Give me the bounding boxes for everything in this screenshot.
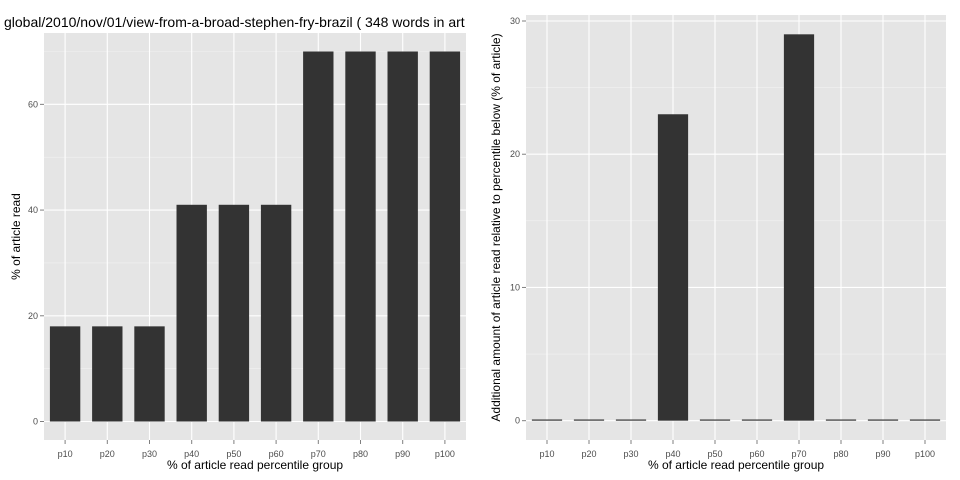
left-x-tick-label: p50 <box>226 449 241 459</box>
left-x-axis-title: % of article read percentile group <box>167 458 343 472</box>
left-x-tick-label: p100 <box>435 449 455 459</box>
right-x-tick-label: p60 <box>749 449 764 459</box>
left-x-tick-label: p40 <box>184 449 199 459</box>
left-bar-p20 <box>92 326 123 422</box>
left-y-tick-label: 40 <box>28 205 38 215</box>
right-chart: 0 10 20 30 p10 p20 p30 p40 p50 p60 p70 p80 p90 p100 % … <box>489 15 946 472</box>
left-chart: global/2010/nov/01/view-from-a-broad-ste… <box>4 14 466 472</box>
left-bar-p10 <box>49 326 81 422</box>
right-bar-p70 <box>783 34 815 421</box>
left-x-tick-label: p80 <box>353 449 368 459</box>
right-x-axis-title: % of article read percentile group <box>648 458 824 472</box>
right-y-tick-label: 30 <box>510 16 520 26</box>
right-x-tick-label: p70 <box>791 449 806 459</box>
right-bar-p100 <box>909 419 941 421</box>
right-bar-p90 <box>867 419 899 421</box>
left-bar-p50 <box>218 204 250 422</box>
right-y-tick-label: 10 <box>510 282 520 292</box>
right-x-tick-label: p50 <box>707 449 722 459</box>
left-y-tick-label: 20 <box>28 311 38 321</box>
left-x-tick-label: p60 <box>269 449 284 459</box>
left-x-tick-label: p30 <box>142 449 157 459</box>
left-x-tick-label: p20 <box>100 449 115 459</box>
left-x-tick-label: p70 <box>311 449 326 459</box>
right-bar-p20 <box>573 419 605 421</box>
left-y-tick-label: 60 <box>28 99 38 109</box>
left-y-tick-label: 0 <box>33 417 38 427</box>
left-bar-p30 <box>134 326 165 422</box>
right-plot-panel <box>526 15 946 440</box>
left-x-tick-label: p90 <box>395 449 410 459</box>
right-x-tick-label: p40 <box>665 449 680 459</box>
left-bar-p80 <box>345 51 376 422</box>
right-x-tick-label: p80 <box>833 449 848 459</box>
left-bar-p60 <box>260 204 292 422</box>
right-y-tick-label: 20 <box>510 149 520 159</box>
right-bar-p10 <box>531 419 563 421</box>
left-bar-p100 <box>429 51 461 422</box>
right-y-tick-label: 0 <box>515 416 520 426</box>
left-chart-title: global/2010/nov/01/view-from-a-broad-ste… <box>4 14 465 30</box>
right-x-tick-label: p30 <box>623 449 638 459</box>
right-bar-p40 <box>657 114 689 421</box>
right-x-tick-label: p90 <box>875 449 890 459</box>
right-bar-p50 <box>699 419 731 421</box>
right-x-tick-label: p20 <box>581 449 596 459</box>
right-bar-p30 <box>615 419 647 421</box>
right-y-axis-title: Additional amount of article read relati… <box>489 33 503 421</box>
left-bar-p40 <box>176 204 207 422</box>
left-y-axis-title: % of article read <box>9 193 23 280</box>
right-bar-p80 <box>825 419 857 421</box>
left-x-tick-label: p10 <box>58 449 73 459</box>
left-bar-p70 <box>303 51 334 422</box>
right-bar-p60 <box>741 419 773 421</box>
right-x-tick-label: p100 <box>915 449 935 459</box>
left-bar-p90 <box>387 51 418 422</box>
right-x-tick-label: p10 <box>539 449 554 459</box>
